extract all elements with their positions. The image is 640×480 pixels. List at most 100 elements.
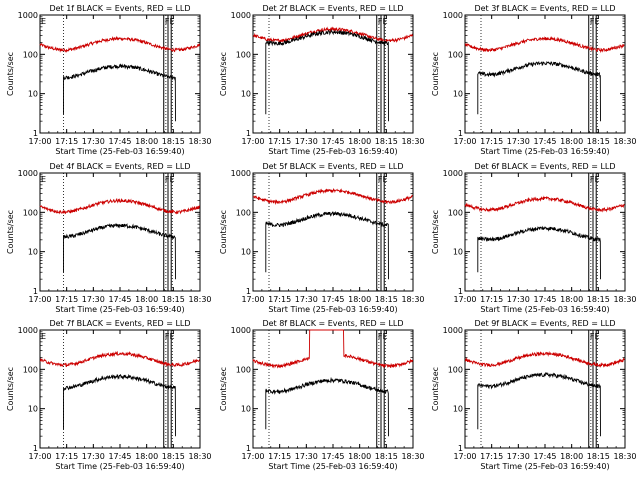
y-tick-label: 100 — [448, 50, 463, 59]
x-tick-label: 18:00 — [135, 137, 158, 146]
y-tick-label: 10 — [28, 248, 38, 257]
mark-fe: FE — [378, 332, 388, 341]
plot-frame — [252, 329, 414, 449]
events-series-line — [477, 225, 601, 280]
panel-7: Det 7f BLACK = Events, RED = LLD Counts/s… — [6, 319, 212, 471]
x-tick-label: 17:00 — [28, 295, 51, 304]
lld-series-line — [39, 197, 201, 215]
y-tick-label: 1000 — [231, 169, 251, 178]
y-tick-label: 10 — [28, 90, 38, 99]
mark-e: E — [41, 332, 46, 341]
x-tick-label: 17:30 — [295, 295, 318, 304]
panel-title: Det 4f BLACK = Events, RED = LLD — [49, 162, 190, 171]
plot-frame — [39, 172, 201, 292]
x-tick-label: 17:15 — [268, 452, 291, 461]
y-axis-label: Counts/sec — [431, 52, 440, 96]
mark-fe: FE — [165, 332, 175, 341]
panel-title: Det 1f BLACK = Events, RED = LLD — [49, 4, 190, 13]
x-tick-label: 18:00 — [135, 452, 158, 461]
x-axis-label: Start Time (25-Feb-03 16:59:40) — [55, 147, 184, 156]
y-axis-label: Counts/sec — [431, 367, 440, 411]
x-tick-label: 17:30 — [82, 452, 105, 461]
y-tick-label: 1 — [246, 444, 251, 453]
x-tick-label: 18:30 — [401, 137, 424, 146]
events-series-line — [265, 376, 389, 437]
events-series-line — [265, 210, 389, 280]
x-tick-label: 17:30 — [507, 137, 530, 146]
y-axis-label: Counts/sec — [431, 210, 440, 254]
y-tick-label: 1000 — [443, 326, 463, 335]
y-tick-label: 1000 — [18, 169, 38, 178]
mark-fe: FE — [590, 175, 600, 184]
x-tick-label: 18:00 — [560, 137, 583, 146]
x-tick-label: 17:00 — [28, 452, 51, 461]
plot-frame — [464, 172, 626, 292]
x-tick-label: 17:45 — [108, 295, 131, 304]
x-tick-label: 18:15 — [162, 452, 185, 461]
y-axis-label: Counts/sec — [6, 367, 15, 411]
y-tick-label: 1000 — [18, 11, 38, 20]
x-tick-label: 17:45 — [321, 295, 344, 304]
y-axis-label: Counts/sec — [219, 210, 228, 254]
y-tick-label: 10 — [241, 405, 251, 414]
x-tick-label: 18:00 — [135, 295, 158, 304]
x-tick-label: 17:00 — [453, 452, 476, 461]
mark-e: E — [41, 17, 46, 26]
y-tick-label: 100 — [236, 208, 251, 217]
x-axis-label: Start Time (25-Feb-03 16:59:40) — [480, 305, 609, 314]
x-tick-label: 18:30 — [401, 452, 424, 461]
x-tick-label: 17:15 — [480, 295, 503, 304]
x-axis-label: Start Time (25-Feb-03 16:59:40) — [480, 147, 609, 156]
lld-series-line — [464, 35, 625, 54]
x-tick-label: 17:45 — [533, 452, 556, 461]
x-tick-label: 17:15 — [55, 452, 78, 461]
y-tick-label: 1 — [33, 129, 38, 138]
x-tick-label: 18:15 — [162, 137, 185, 146]
y-tick-label: 100 — [448, 365, 463, 374]
x-tick-label: 18:30 — [613, 452, 636, 461]
mark-fe: FE — [590, 332, 600, 341]
y-tick-label: 1 — [458, 287, 463, 296]
x-tick-label: 18:30 — [188, 452, 211, 461]
panel-8: Det 8f BLACK = Events, RED = LLD Counts/s… — [219, 319, 425, 471]
x-tick-label: 17:00 — [28, 137, 51, 146]
y-tick-label: 1 — [246, 287, 251, 296]
x-tick-label: 17:45 — [108, 137, 131, 146]
x-tick-label: 18:15 — [375, 137, 398, 146]
panel-title: Det 3f BLACK = Events, RED = LLD — [474, 4, 615, 13]
plot-frame — [39, 14, 201, 134]
events-series-line — [63, 222, 176, 280]
events-series-line — [63, 373, 176, 437]
x-tick-label: 18:30 — [401, 295, 424, 304]
mark-e: E — [41, 175, 46, 184]
panel-1: Det 1f BLACK = Events, RED = LLD Counts/s… — [6, 4, 212, 156]
x-tick-label: 18:15 — [587, 137, 610, 146]
x-tick-label: 18:00 — [348, 295, 371, 304]
x-tick-label: 17:45 — [108, 452, 131, 461]
panel-2: Det 2f BLACK = Events, RED = LLD Counts/s… — [219, 4, 425, 156]
mark-fe: FE — [378, 17, 388, 26]
x-tick-label: 17:00 — [453, 137, 476, 146]
x-tick-label: 18:30 — [613, 295, 636, 304]
lld-series-line — [464, 350, 625, 368]
x-tick-label: 18:00 — [560, 295, 583, 304]
y-axis-label: Counts/sec — [6, 52, 15, 96]
y-tick-label: 100 — [23, 365, 38, 374]
x-tick-label: 18:30 — [188, 137, 211, 146]
y-tick-label: 100 — [23, 50, 38, 59]
x-tick-label: 17:00 — [453, 295, 476, 304]
y-tick-label: 1 — [33, 444, 38, 453]
panel-9: Det 9f BLACK = Events, RED = LLD Counts/s… — [431, 319, 637, 471]
y-tick-label: 10 — [241, 248, 251, 257]
mark-fe: FE — [165, 175, 175, 184]
x-tick-label: 17:30 — [507, 295, 530, 304]
x-axis-label: Start Time (25-Feb-03 16:59:40) — [268, 305, 397, 314]
x-tick-label: 17:00 — [241, 137, 264, 146]
x-tick-label: 17:30 — [295, 452, 318, 461]
x-tick-label: 17:30 — [507, 452, 530, 461]
y-tick-label: 100 — [448, 208, 463, 217]
x-axis-label: Start Time (25-Feb-03 16:59:40) — [55, 462, 184, 471]
x-tick-label: 18:15 — [375, 452, 398, 461]
x-tick-label: 17:30 — [82, 137, 105, 146]
x-tick-label: 18:15 — [375, 295, 398, 304]
